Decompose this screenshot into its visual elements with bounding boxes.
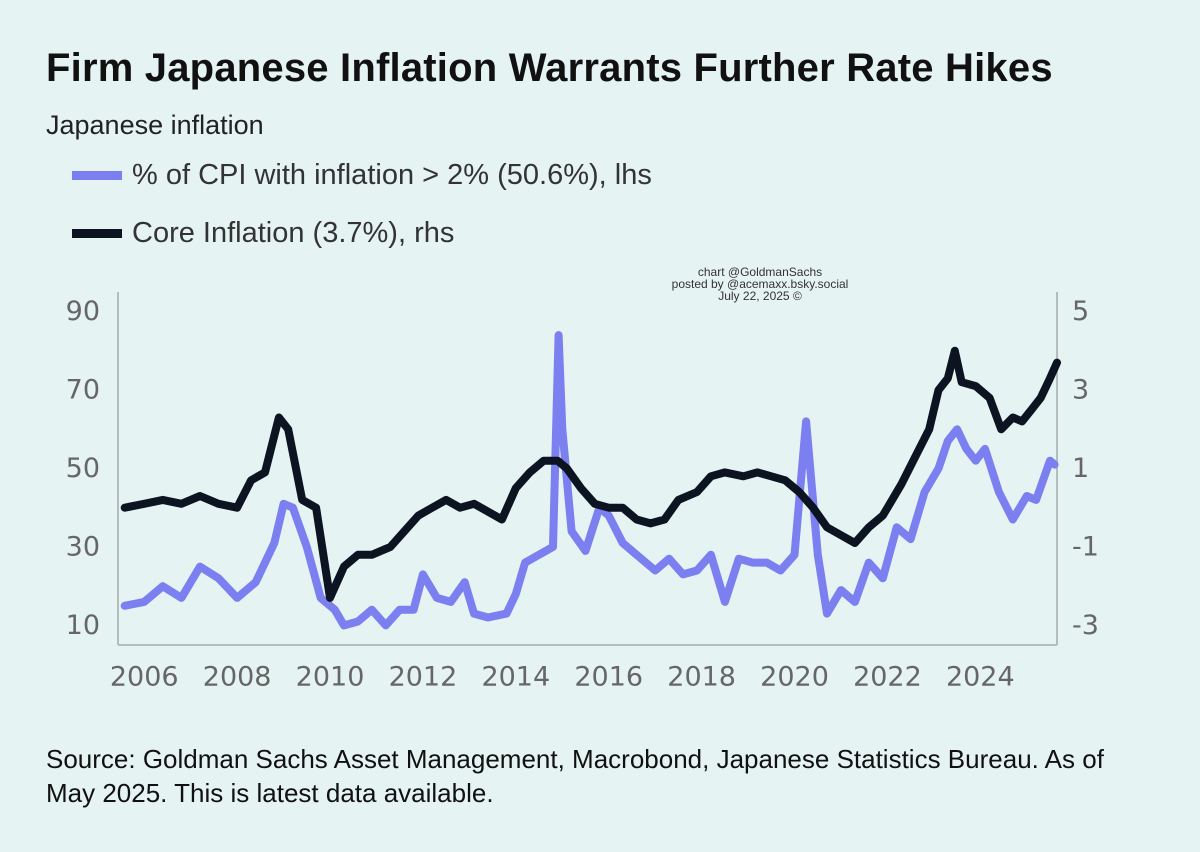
x-tick-label: 2018 [667,662,736,693]
legend-item-cpi-share: % of CPI with inflation > 2% (50.6%), lh… [72,155,652,195]
right-tick-label: -1 [1072,531,1099,562]
credit-line: posted by @acemaxx.bsky.social [671,277,849,291]
right-tick-label: 5 [1072,296,1089,327]
left-tick-label: 30 [66,531,100,562]
legend-label-cpi-share: % of CPI with inflation > 2% (50.6%), lh… [132,158,652,191]
left-tick-label: 10 [66,610,100,641]
x-tick-label: 2014 [481,662,550,693]
legend-swatch-core-inflation [72,228,122,238]
right-tick-label: 1 [1072,453,1089,484]
x-tick-label: 2016 [574,662,643,693]
right-tick-label: -3 [1072,610,1099,641]
x-tick-label: 2006 [110,662,179,693]
x-tick-label: 2020 [760,662,829,693]
left-tick-label: 50 [66,453,100,484]
left-tick-label: 70 [66,375,100,406]
left-tick-label: 90 [66,296,100,327]
x-tick-label: 2012 [389,662,458,693]
chart-title: Firm Japanese Inflation Warrants Further… [46,46,1053,90]
x-tick-label: 2024 [946,662,1015,693]
chart-credit: chart @GoldmanSachs posted by @acemaxx.b… [620,266,900,302]
x-tick-label: 2010 [296,662,365,693]
credit-line: chart @GoldmanSachs [697,265,823,279]
series-line-cpi-share [120,331,1059,630]
legend-item-core-inflation: Core Inflation (3.7%), rhs [72,213,454,253]
series-line-core-inflation [120,346,1061,602]
x-tick-label: 2022 [853,662,922,693]
source-note: Source: Goldman Sachs Asset Management, … [46,744,1104,808]
chart-subtitle: Japanese inflation [46,110,264,140]
x-tick-label: 2008 [203,662,272,693]
legend-swatch-cpi-share [72,170,122,180]
legend-label-core-inflation: Core Inflation (3.7%), rhs [132,216,455,249]
credit-line: July 22, 2025 © [718,289,802,303]
right-tick-label: 3 [1072,375,1089,406]
